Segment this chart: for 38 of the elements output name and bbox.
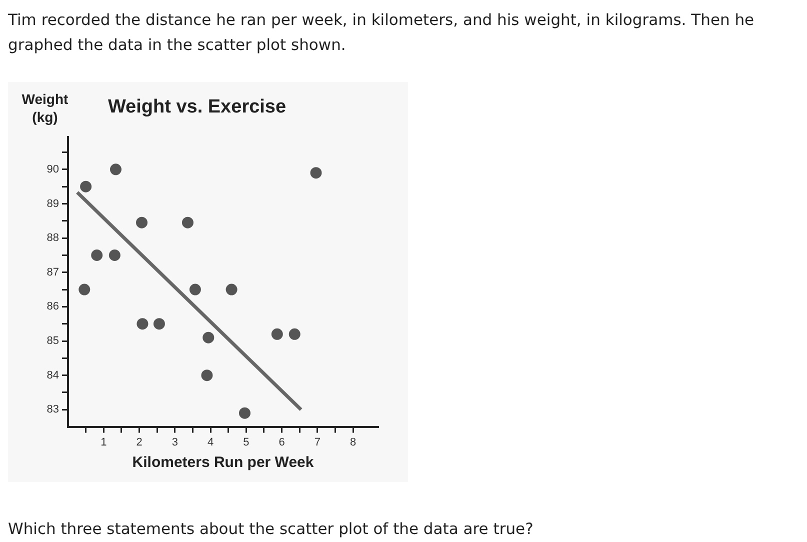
point (80, 180, 92, 192)
point (78, 284, 90, 296)
x-tick-label: 2 (136, 436, 142, 448)
y-tick-label: 89 (46, 198, 59, 210)
point (136, 216, 148, 228)
x-tick-label: 3 (172, 436, 178, 448)
y-tick-label: 85 (46, 335, 59, 348)
text: Which three statements about the scatter plot of the data are true? (8, 520, 534, 538)
point (288, 328, 300, 340)
x-tick-label: 7 (314, 436, 320, 448)
point (153, 318, 165, 330)
point (108, 249, 120, 261)
point (238, 407, 250, 419)
point (226, 284, 238, 296)
x-tick-label: 5 (243, 436, 250, 448)
point (189, 284, 201, 296)
x-tick-label: 1 (100, 436, 107, 448)
x-tick-label: 4 (207, 436, 214, 448)
x-tick-label: 6 (278, 436, 285, 448)
point (182, 216, 194, 228)
point (202, 332, 214, 344)
y-tick-label: 84 (46, 369, 59, 382)
x-axis-title: Kilometers Run per Week (132, 454, 314, 472)
y-tick-label: 87 (46, 266, 59, 278)
y-axis-title: Weight (kg) (20, 90, 70, 126)
point (136, 318, 148, 330)
chart-title: Weight vs. Exercise (108, 96, 286, 118)
point (310, 167, 322, 179)
text: Tim recorded the distance he ran per week, in kilometers, and his weight, in kilograms. Then he graphed the data in the scatter plot shown. (8, 10, 756, 56)
point (201, 370, 213, 382)
y-tick-label: 90 (46, 163, 59, 176)
point (91, 249, 103, 261)
point (110, 164, 122, 176)
y-tick-label: 86 (46, 300, 59, 313)
y-tick-label: 83 (46, 404, 59, 416)
y-tick-label: 88 (46, 232, 59, 244)
point (271, 328, 283, 340)
x-tick-label: 8 (350, 436, 356, 448)
